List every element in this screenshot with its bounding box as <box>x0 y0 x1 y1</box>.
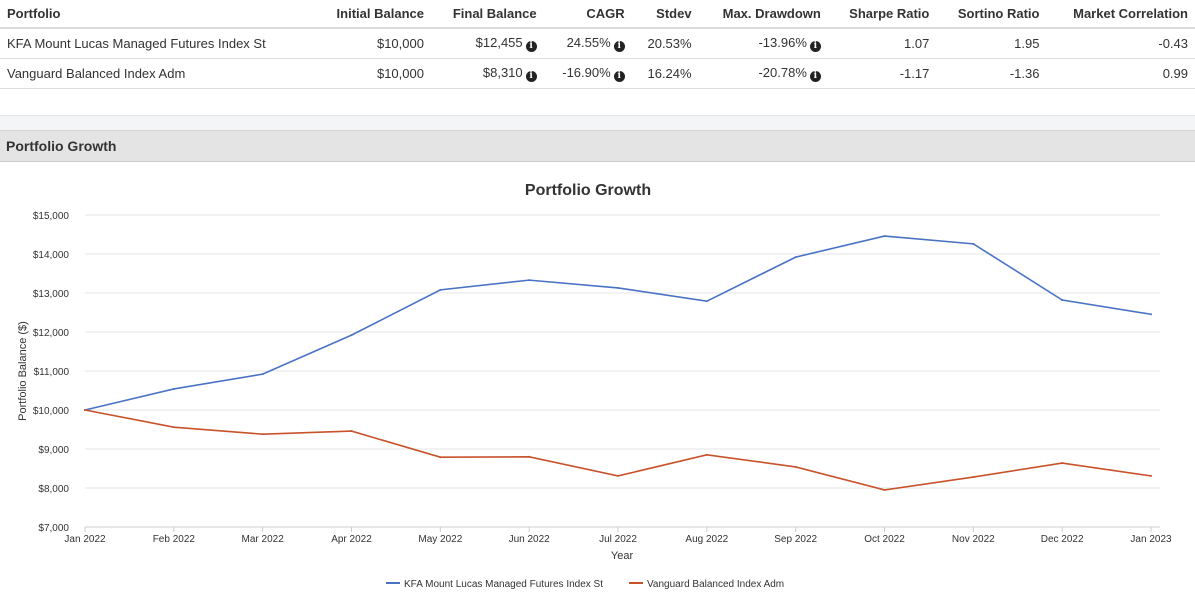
data-point <box>84 409 86 411</box>
table-row: Vanguard Balanced Index Adm $10,000 $8,310… <box>0 58 1195 89</box>
data-point <box>439 288 442 291</box>
table-cell: -0.43 <box>1046 28 1195 59</box>
y-tick-label: $8,000 <box>38 484 69 495</box>
portfolio-stats-table: Portfolio Initial Balance Final Balance CAG… <box>0 0 1195 89</box>
column-header: Market Correlation <box>1046 0 1195 29</box>
data-point <box>972 242 975 245</box>
column-header: Stdev <box>631 0 699 29</box>
legend-label: Vanguard Balanced Index Adm <box>647 579 784 590</box>
table-cell: Vanguard Balanced Index Adm <box>0 58 315 89</box>
info-circle-icon[interactable]: i <box>809 41 821 52</box>
info-circle-icon[interactable]: i <box>809 71 821 82</box>
column-header: Sharpe Ratio <box>827 0 937 29</box>
data-point <box>1061 299 1064 302</box>
data-point <box>617 286 619 289</box>
table-cell: $8,310 i <box>430 58 544 89</box>
spacer-band <box>0 115 1195 130</box>
x-tick-label: Jun 2022 <box>509 534 551 545</box>
data-point <box>972 476 975 479</box>
column-header: Sortino Ratio <box>936 0 1047 29</box>
y-tick-label: $13,000 <box>33 289 70 300</box>
data-point <box>705 300 708 303</box>
table-cell: 16.24% <box>631 58 699 89</box>
table-cell: $10,000 <box>314 28 431 59</box>
series-line-0 <box>84 235 1152 411</box>
section-header: Portfolio Growth <box>0 130 1195 162</box>
info-circle-icon[interactable]: i <box>525 41 537 52</box>
x-tick-label: Oct 2022 <box>864 534 905 545</box>
column-header: Max. Drawdown <box>698 0 828 29</box>
info-circle-icon[interactable]: i <box>613 71 625 82</box>
column-header: Initial Balance <box>314 0 431 29</box>
data-point <box>528 455 531 458</box>
data-point <box>528 279 531 282</box>
table-cell: -16.90% i <box>543 58 632 89</box>
y-tick-label: $12,000 <box>33 328 70 339</box>
table-cell: 20.53% <box>631 28 699 59</box>
data-point <box>350 430 353 433</box>
table-cell: -1.17 <box>827 58 937 89</box>
x-tick-label: Mar 2022 <box>242 534 285 545</box>
table-cell: KFA Mount Lucas Managed Futures Index St <box>0 28 315 59</box>
chart-title: Portfolio Growth <box>525 182 651 199</box>
series-line-1 <box>84 409 1152 491</box>
table-cell: -20.78% i <box>698 58 828 89</box>
data-point <box>261 433 264 436</box>
info-circle-icon[interactable]: i <box>613 41 625 52</box>
legend-label: KFA Mount Lucas Managed Futures Index St <box>404 579 603 590</box>
y-axis-label: Portfolio Balance ($) <box>17 321 29 421</box>
table-cell: $10,000 <box>314 58 431 89</box>
portfolio-growth-chart: Portfolio Growth $7,000 $8,000 $9,000 $10,00… <box>17 182 1172 590</box>
table-row: KFA Mount Lucas Managed Futures Index St… <box>0 28 1195 59</box>
x-tick-label: Jan 2022 <box>64 534 106 545</box>
y-tick-label: $15,000 <box>33 211 70 222</box>
data-point <box>794 465 797 468</box>
x-tick-label: Nov 2022 <box>952 534 995 545</box>
data-point <box>617 474 619 477</box>
data-point <box>883 488 886 491</box>
x-tick-label: Jan 2023 <box>1130 534 1172 545</box>
y-tick-label: $14,000 <box>33 250 70 261</box>
y-tick-label: $7,000 <box>38 523 69 534</box>
data-point <box>439 456 442 459</box>
table-cell: 1.07 <box>827 28 937 59</box>
y-tick-label: $10,000 <box>33 406 70 417</box>
x-axis-label: Year <box>611 550 634 562</box>
table-cell: $12,455 i <box>430 28 544 59</box>
x-tick-label: Apr 2022 <box>331 534 372 545</box>
column-header: Final Balance <box>430 0 544 29</box>
data-point <box>1150 313 1152 316</box>
x-tick-label: May 2022 <box>418 534 462 545</box>
y-tick-label: $9,000 <box>38 445 69 456</box>
data-point <box>1150 474 1152 477</box>
table-cell: 0.99 <box>1046 58 1195 89</box>
x-tick-label: Feb 2022 <box>153 534 196 545</box>
data-point <box>705 453 708 456</box>
x-tick-label: Sep 2022 <box>774 534 817 545</box>
data-point <box>350 334 353 337</box>
y-tick-label: $11,000 <box>34 367 70 378</box>
column-header: Portfolio <box>0 0 315 29</box>
data-point <box>1061 462 1064 465</box>
x-tick-label: Jul 2022 <box>599 534 637 545</box>
data-point <box>794 256 797 259</box>
info-circle-icon[interactable]: i <box>525 71 537 82</box>
table-cell: 1.95 <box>936 28 1047 59</box>
x-tick-label: Dec 2022 <box>1041 534 1084 545</box>
table-cell: 24.55% i <box>543 28 632 59</box>
x-tick-label: Aug 2022 <box>685 534 728 545</box>
column-header: CAGR <box>543 0 632 29</box>
table-cell: -13.96% i <box>698 28 828 59</box>
data-point <box>172 387 175 390</box>
data-point <box>883 235 886 238</box>
table-cell: -1.36 <box>936 58 1047 89</box>
data-point <box>261 373 264 376</box>
data-point <box>172 426 175 429</box>
